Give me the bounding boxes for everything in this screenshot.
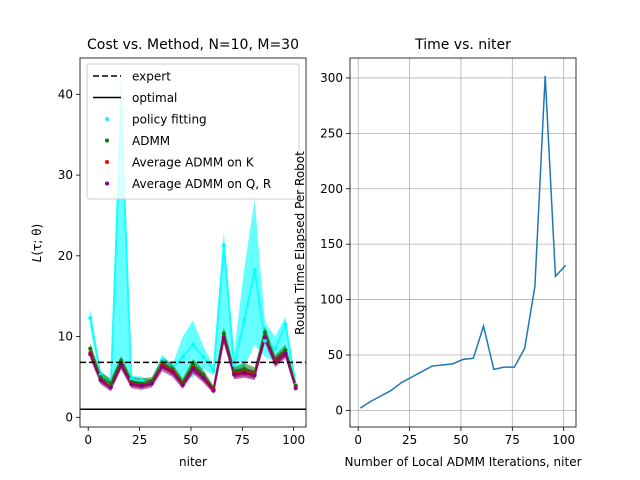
time-chart: Time vs. niter 0 25 50 75 100 0 50 100 150 200 25… [293, 37, 582, 469]
point-3-13 [221, 336, 226, 341]
time-y-tick-label-1: 50 [328, 348, 343, 362]
time-chart-lines [359, 75, 567, 409]
point-0-11 [201, 354, 206, 359]
cost-x-tick-label-2: 50 [183, 433, 198, 447]
point-0-14 [232, 362, 237, 367]
time-y-tick-label-4: 200 [320, 182, 343, 196]
point-3-17 [262, 335, 267, 340]
legend-label-3: ADMM [132, 134, 170, 148]
point-3-20 [293, 386, 298, 391]
point-3-9 [180, 383, 185, 388]
time-chart-y-label: Rough Time Elapsed Per Robot [293, 151, 307, 335]
point-0-16 [252, 268, 257, 273]
point-3-6 [149, 381, 154, 386]
point-0-13 [221, 243, 226, 248]
legend-label-1: optimal [132, 91, 177, 105]
time-chart-y-ticks: 0 50 100 150 200 250 300 [320, 71, 350, 417]
time-x-tick-label-2: 50 [453, 433, 468, 447]
point-0-19 [283, 322, 288, 327]
point-1-10 [191, 362, 195, 367]
cost-x-tick-label-0: 0 [84, 433, 92, 447]
cost-y-tick-label-4: 40 [58, 87, 73, 101]
point-0-10 [191, 342, 195, 347]
point-0-12 [211, 368, 216, 373]
band-0 [90, 62, 296, 390]
cost-chart-title: Cost vs. Method, N=10, M=30 [87, 37, 299, 53]
point-3-14 [232, 372, 237, 377]
point-3-2 [108, 385, 113, 390]
legend-swatch-3 [105, 138, 109, 143]
time-x-tick-label-1: 25 [402, 433, 417, 447]
point-1-15 [242, 366, 247, 371]
cost-chart: Cost vs. Method, N=10, M=30 0 25 50 75 100 0… [30, 37, 307, 469]
time-y-tick-label-6: 300 [320, 71, 343, 85]
time-line-0 [359, 75, 567, 409]
point-3-1 [98, 378, 103, 383]
time-y-tick-label-3: 150 [320, 237, 343, 251]
cost-chart-x-label: niter [179, 455, 207, 469]
time-chart-plot-frame [349, 57, 577, 428]
time-chart-x-ticks: 0 25 50 75 100 [354, 427, 575, 447]
point-1-13 [221, 331, 226, 336]
legend-label-2: policy fitting [132, 113, 207, 127]
time-y-tick-label-0: 0 [335, 403, 343, 417]
point-3-7 [160, 364, 165, 369]
legend-swatch-2 [105, 117, 109, 121]
legend-label-5: Average ADMM on Q, R [132, 177, 271, 191]
time-x-tick-label-3: 75 [505, 433, 520, 447]
point-0-9 [180, 354, 185, 359]
cost-chart-y-label-args: (τ; θ) [30, 224, 44, 256]
cost-chart-legend: expert optimal policy fitting ADMM Average A… [86, 63, 300, 200]
cost-chart-y-label: L(τ; θ) [30, 224, 44, 262]
point-3-3 [119, 362, 124, 367]
point-3-12 [211, 388, 216, 393]
point-3-16 [252, 373, 257, 378]
point-0-17 [262, 338, 267, 343]
cost-x-tick-label-1: 25 [132, 433, 147, 447]
cost-chart-reference-lines [80, 361, 306, 410]
cost-x-tick-label-4: 100 [282, 433, 305, 447]
cost-chart-x-ticks: 0 25 50 75 100 [84, 427, 305, 447]
cost-chart-y-label-main: L [30, 256, 44, 263]
point-3-11 [201, 375, 206, 380]
time-chart-grid [350, 58, 576, 427]
time-x-tick-label-4: 100 [552, 433, 575, 447]
time-y-tick-label-5: 250 [320, 126, 343, 140]
time-x-tick-label-0: 0 [354, 433, 362, 447]
point-1-17 [262, 330, 267, 335]
point-3-4 [129, 382, 134, 387]
time-chart-x-label: Number of Local ADMM Iterations, niter [344, 455, 581, 469]
time-chart-title: Time vs. niter [414, 37, 511, 53]
point-3-10 [191, 366, 195, 371]
cost-y-tick-label-1: 10 [58, 330, 73, 344]
point-3-0 [88, 352, 93, 357]
legend-swatch-5 [105, 181, 109, 186]
cost-chart-plot-frame [79, 57, 307, 428]
point-0-0 [88, 315, 93, 320]
legend-swatch-4 [105, 160, 109, 164]
cost-chart-points [88, 108, 298, 393]
cost-x-tick-label-3: 75 [235, 433, 250, 447]
point-0-15 [242, 318, 247, 323]
point-3-19 [283, 351, 288, 356]
cost-y-tick-label-3: 30 [58, 168, 73, 182]
point-3-15 [242, 370, 247, 375]
point-1-0 [88, 346, 93, 351]
cost-y-tick-label-2: 20 [58, 249, 73, 263]
cost-chart-y-ticks: 0 10 20 30 40 [58, 87, 80, 424]
legend-label-0: expert [132, 70, 171, 84]
legend-box [86, 63, 300, 200]
point-3-5 [139, 383, 144, 388]
cost-y-tick-label-0: 0 [65, 410, 73, 424]
point-0-18 [273, 346, 278, 351]
point-3-8 [170, 370, 175, 375]
time-y-tick-label-2: 100 [320, 293, 343, 307]
legend-label-4: Average ADMM on K [132, 156, 255, 170]
point-3-18 [273, 360, 278, 365]
point-1-2 [108, 381, 113, 386]
